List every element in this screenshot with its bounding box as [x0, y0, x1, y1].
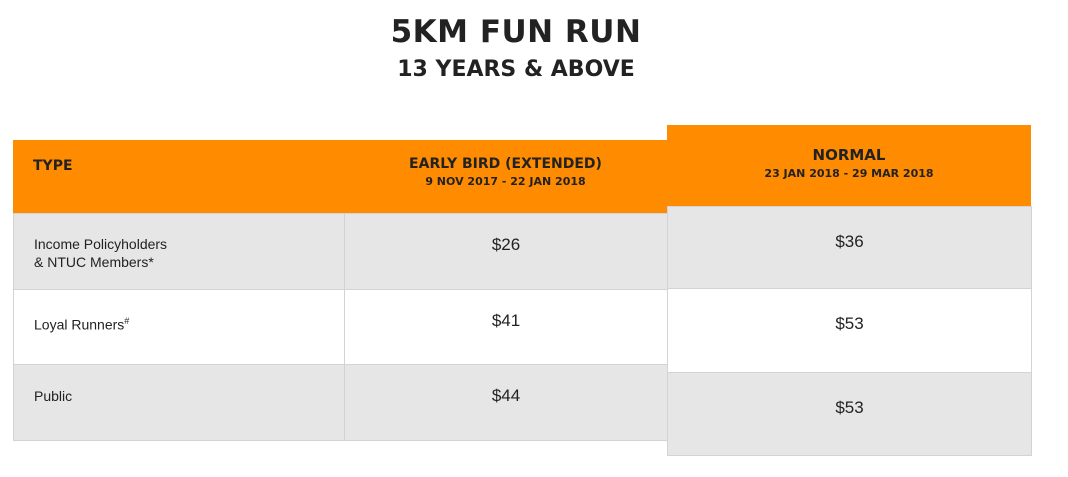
table-cell-normal-price: $53 [667, 372, 1032, 456]
early-bird-dates: 9 NOV 2017 - 22 JAN 2018 [425, 175, 586, 188]
normal-label: NORMAL [812, 146, 886, 164]
table-cell-early-bird-price: $41 [344, 289, 668, 365]
normal-dates: 23 JAN 2018 - 29 MAR 2018 [764, 167, 934, 180]
table-row-type: Loyal Runners# [13, 289, 345, 365]
table-row-type: Public [13, 364, 345, 441]
table-cell-normal-price: $36 [667, 206, 1032, 289]
table-cell-early-bird-price: $26 [344, 213, 668, 290]
row-type-line1: Public [34, 388, 73, 404]
table-cell-early-bird-price: $44 [344, 364, 668, 441]
table-row-type: Income Policyholders & NTUC Members* [13, 213, 345, 290]
row-type-superscript: # [124, 316, 130, 326]
column-header-early-bird: EARLY BIRD (EXTENDED) 9 NOV 2017 - 22 JA… [344, 156, 667, 188]
row-type-line1: Loyal Runners [34, 316, 125, 333]
row-type-line1: Income Policyholders [34, 236, 168, 252]
table-cell-normal-price: $53 [667, 288, 1032, 373]
column-header-normal: NORMAL 23 JAN 2018 - 29 MAR 2018 [667, 125, 1031, 206]
early-bird-label: EARLY BIRD (EXTENDED) [409, 156, 602, 172]
page-subtitle: 13 YEARS & ABOVE [397, 57, 635, 82]
row-type-line2: & NTUC Members* [34, 254, 154, 270]
table-header: TYPE EARLY BIRD (EXTENDED) 9 NOV 2017 - … [13, 140, 667, 213]
column-header-type: TYPE [33, 158, 73, 174]
page-title: 5KM FUN RUN [390, 14, 642, 50]
